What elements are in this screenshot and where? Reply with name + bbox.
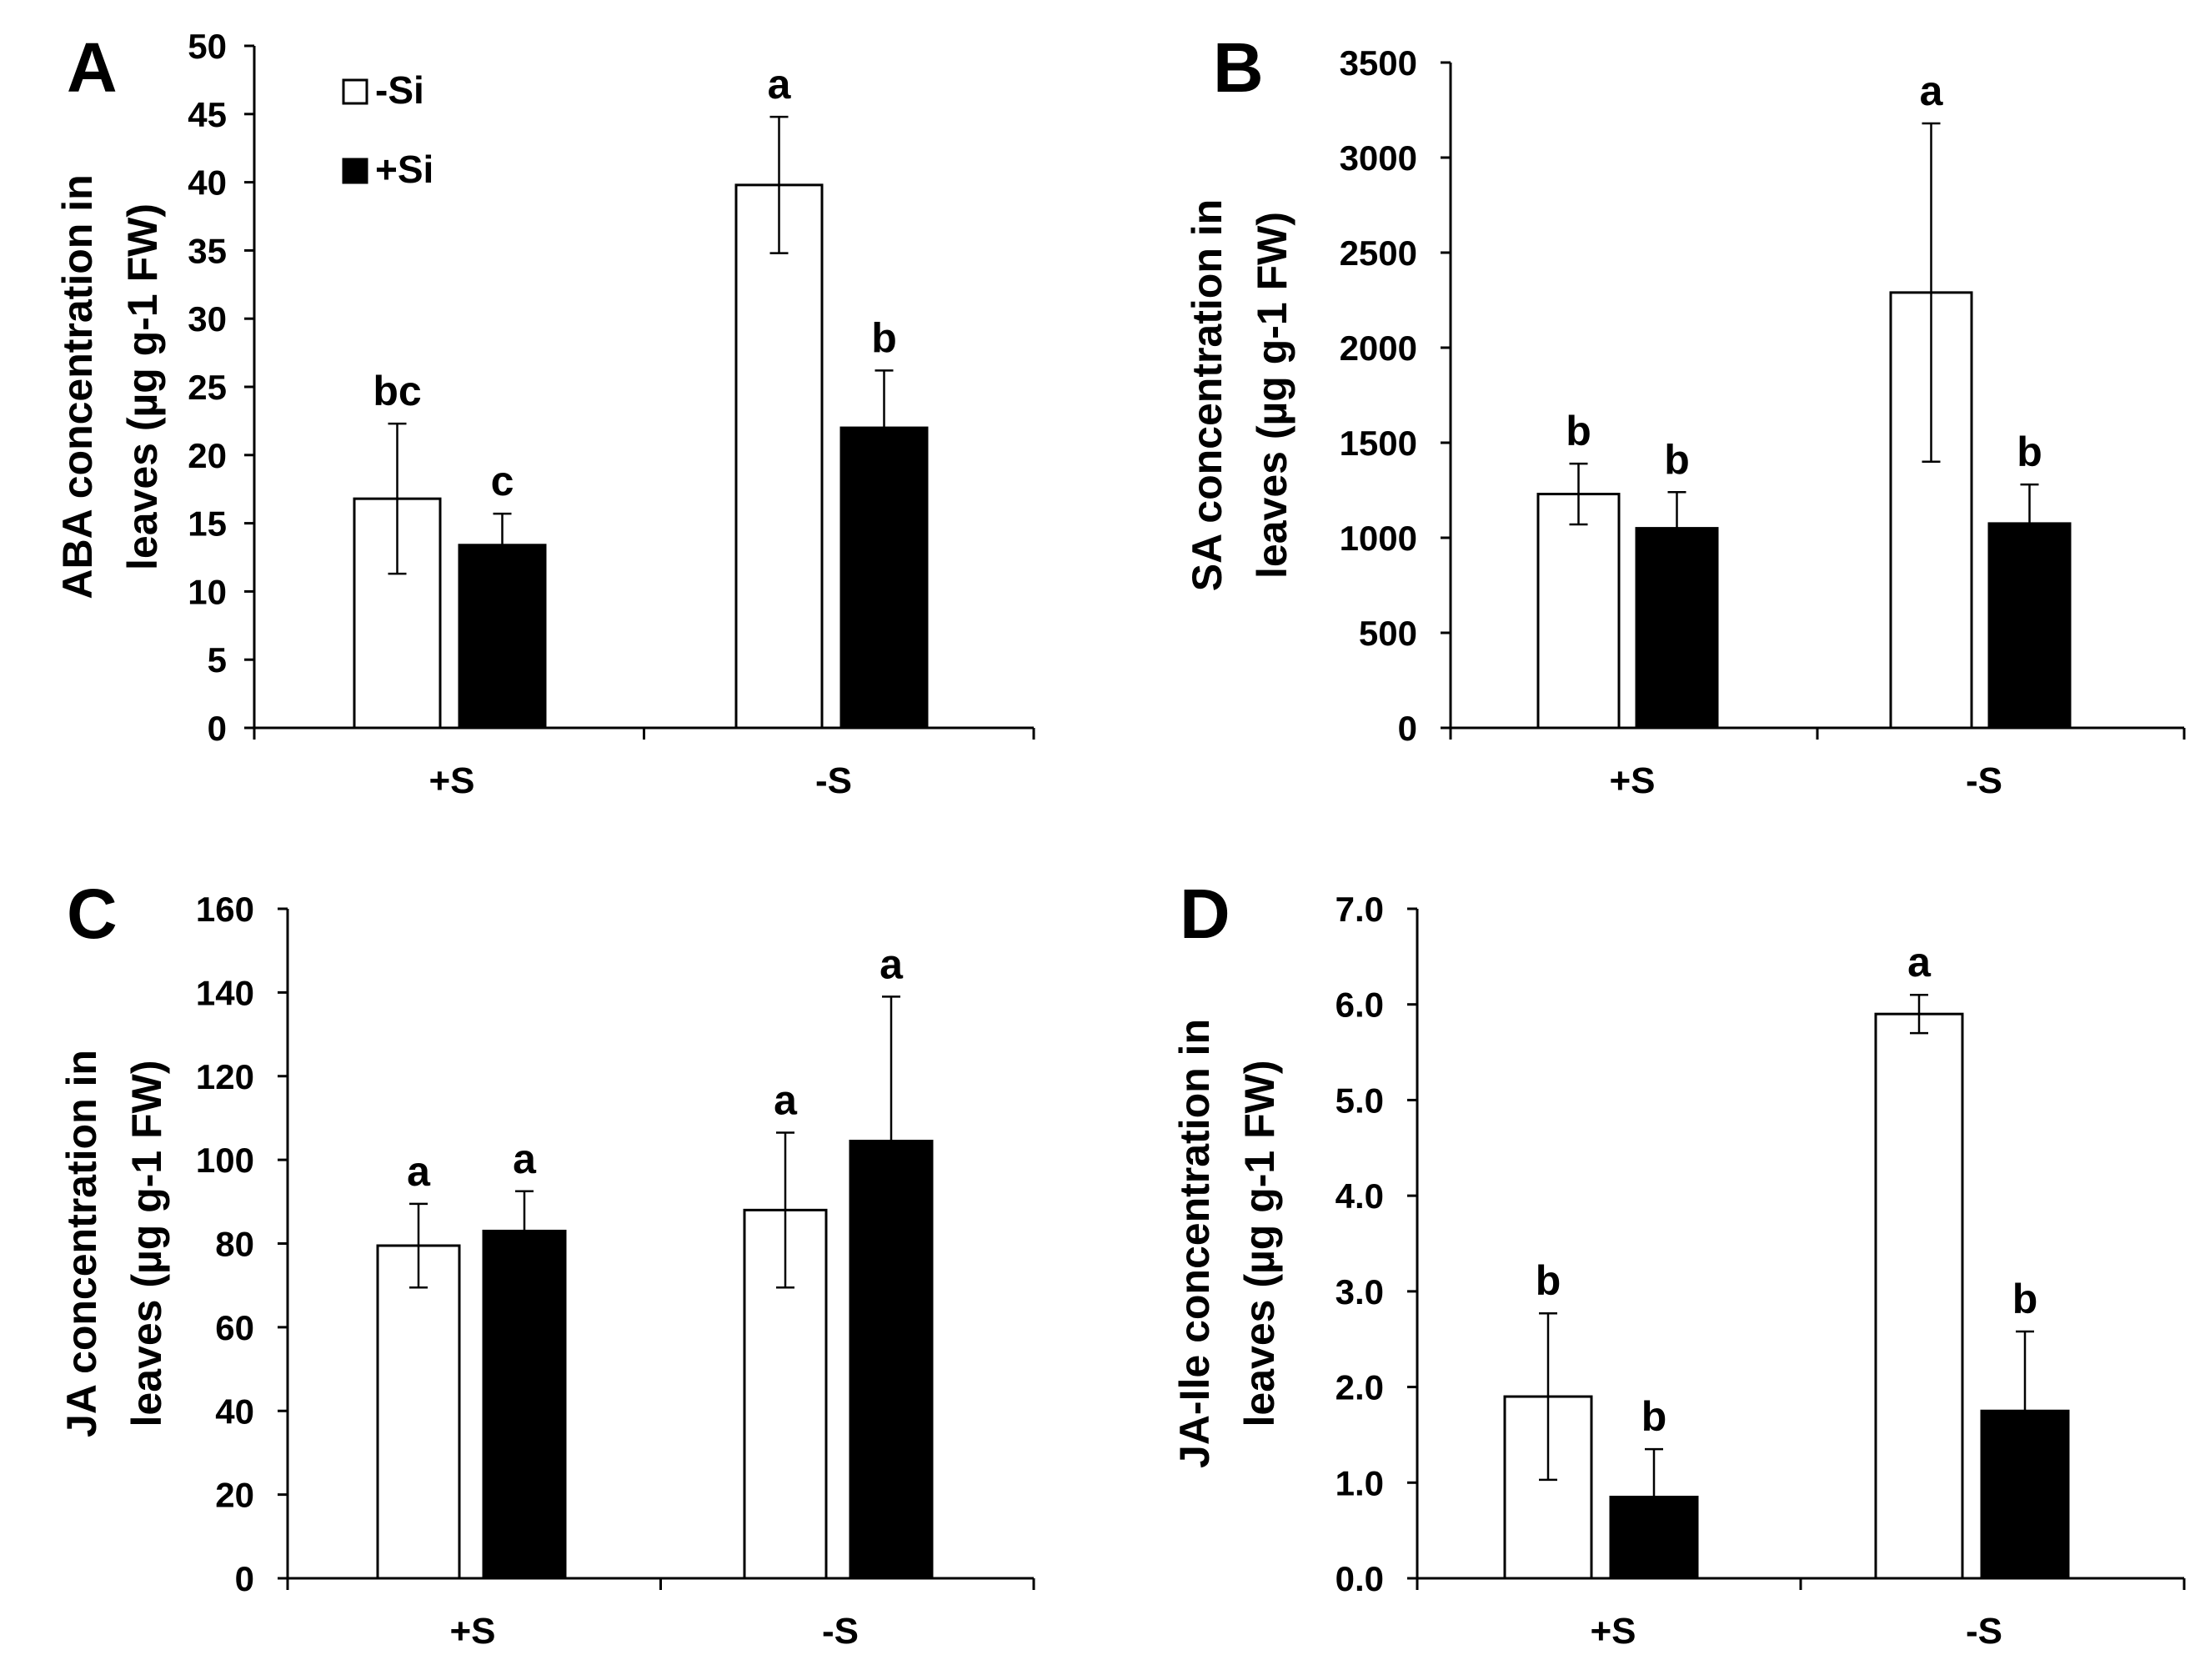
- y-tick-label: 7.0: [1336, 890, 1384, 929]
- significance-letter: b: [1536, 1257, 1561, 1304]
- y-tick-label: 1500: [1340, 424, 1417, 463]
- bar-minus-si-minus-s: [734, 183, 824, 730]
- significance-letter: a: [1907, 939, 1932, 985]
- x-category-label: -S: [815, 760, 852, 801]
- legend-swatch: [342, 158, 368, 184]
- legend-swatch: [342, 78, 368, 105]
- y-tick-label: 60: [215, 1308, 254, 1347]
- y-tick-label: 40: [188, 163, 227, 203]
- legend: -Si +Si: [342, 68, 433, 191]
- y-tick-label: 500: [1359, 614, 1417, 653]
- y-tick-label: 40: [215, 1392, 254, 1431]
- significance-letter: b: [1664, 436, 1690, 483]
- y-axis-title-line-1: ABA concentration in: [54, 174, 101, 599]
- chart-panel-b: B 0 500 1000 1500 2000 2500 3000 3500 +S -S SA conc…: [1184, 28, 2186, 801]
- chart-panel-d: D 0.0 1.0 2.0 3.0 4.0 5.0 6.0 7.0 +S -S JA-Ile conc…: [1171, 875, 2186, 1652]
- significance-letter: bc: [373, 368, 421, 414]
- y-tick-label: 0.0: [1336, 1559, 1384, 1598]
- significance-letter: b: [871, 314, 897, 361]
- y-tick-label: 20: [188, 436, 227, 475]
- y-tick-label: 15: [188, 504, 227, 544]
- significance-letter: a: [880, 940, 904, 987]
- bar-minus-si-minus-s: [1874, 1012, 1964, 1580]
- bar-plus-si-plus-s: [482, 1229, 567, 1580]
- significance-letter: b: [1566, 408, 1591, 454]
- y-axis-title-line-2: leaves (µg g-1 FW): [1236, 1061, 1283, 1427]
- bar-minus-si-plus-s: [376, 1244, 461, 1580]
- y-axis-title-line-1: JA-Ile concentration in: [1171, 1019, 1218, 1468]
- significance-letter: b: [1641, 1393, 1667, 1440]
- y-tick-label: 5.0: [1336, 1081, 1384, 1120]
- y-tick-label: 3500: [1340, 43, 1417, 83]
- x-category-label: +S: [449, 1611, 495, 1652]
- significance-letter: b: [2012, 1276, 2038, 1322]
- x-category-label: +S: [1609, 760, 1655, 801]
- y-tick-label: 50: [188, 27, 227, 66]
- x-category-label: +S: [428, 760, 474, 801]
- y-tick-label: 3.0: [1336, 1272, 1384, 1311]
- y-tick-label: 3000: [1340, 138, 1417, 178]
- panel-letter-b: B: [1213, 28, 1264, 107]
- y-tick-label: 2.0: [1336, 1368, 1384, 1407]
- y-tick-label: 5: [208, 640, 227, 680]
- x-category-label: -S: [1966, 1611, 2002, 1652]
- y-axis-title-line-1: SA concentration in: [1184, 199, 1230, 591]
- significance-letter: a: [513, 1136, 537, 1182]
- y-tick-label: 1000: [1340, 519, 1417, 558]
- panel-letter-a: A: [67, 28, 118, 107]
- y-tick-label: 2000: [1340, 328, 1417, 368]
- y-tick-label: 4.0: [1336, 1176, 1384, 1216]
- panel-letter-d: D: [1180, 875, 1230, 953]
- chart-panel-a: A 0 5 10 15 20 25 30 35 40 45 50 +S -S ABA concentrati…: [54, 27, 1035, 801]
- y-axis-title-line-2: leaves (µg g-1 FW): [123, 1061, 170, 1427]
- bar-minus-si-plus-s: [1536, 493, 1621, 730]
- significance-letter: a: [407, 1148, 431, 1195]
- y-tick-label: 100: [196, 1141, 254, 1180]
- x-category-label: +S: [1590, 1611, 1636, 1652]
- panel-letter-c: C: [67, 875, 118, 953]
- y-tick-label: 2500: [1340, 233, 1417, 273]
- significance-letter: c: [491, 458, 514, 504]
- y-tick-label: 6.0: [1336, 985, 1384, 1025]
- y-tick-label: 35: [188, 231, 227, 270]
- significance-letter: a: [774, 1077, 798, 1124]
- x-category-label: -S: [822, 1611, 859, 1652]
- significance-letter: b: [2017, 429, 2042, 475]
- bar-minus-si-plus-s: [353, 497, 442, 730]
- y-tick-label: 1.0: [1336, 1463, 1384, 1502]
- y-tick-label: 45: [188, 95, 227, 134]
- chart-panel-c: C 0 20 40 60 80 100 120 140 160 +S -S JA concentrati…: [58, 875, 1035, 1652]
- y-tick-label: 25: [188, 368, 227, 407]
- y-tick-label: 10: [188, 572, 227, 611]
- bar-plus-si-minus-s: [1980, 1409, 2070, 1580]
- y-tick-label: 0: [208, 709, 227, 748]
- y-axis-title-line-1: JA concentration in: [58, 1050, 105, 1437]
- y-tick-label: 0: [1398, 709, 1417, 748]
- y-tick-label: 160: [196, 890, 254, 929]
- x-category-label: -S: [1966, 760, 2002, 801]
- y-tick-label: 140: [196, 973, 254, 1012]
- significance-letter: a: [1920, 68, 1944, 114]
- legend-label: +Si: [375, 148, 433, 191]
- legend-label: -Si: [375, 68, 424, 112]
- y-axis-title-line-2: leaves (µg g-1 FW): [1249, 212, 1295, 579]
- y-axis-title-line-2: leaves (µg g-1 FW): [119, 203, 166, 570]
- y-tick-label: 30: [188, 299, 227, 339]
- y-tick-label: 20: [215, 1476, 254, 1515]
- y-tick-label: 0: [235, 1559, 254, 1598]
- y-tick-label: 80: [215, 1225, 254, 1264]
- y-tick-label: 120: [196, 1057, 254, 1096]
- significance-letter: a: [768, 61, 792, 108]
